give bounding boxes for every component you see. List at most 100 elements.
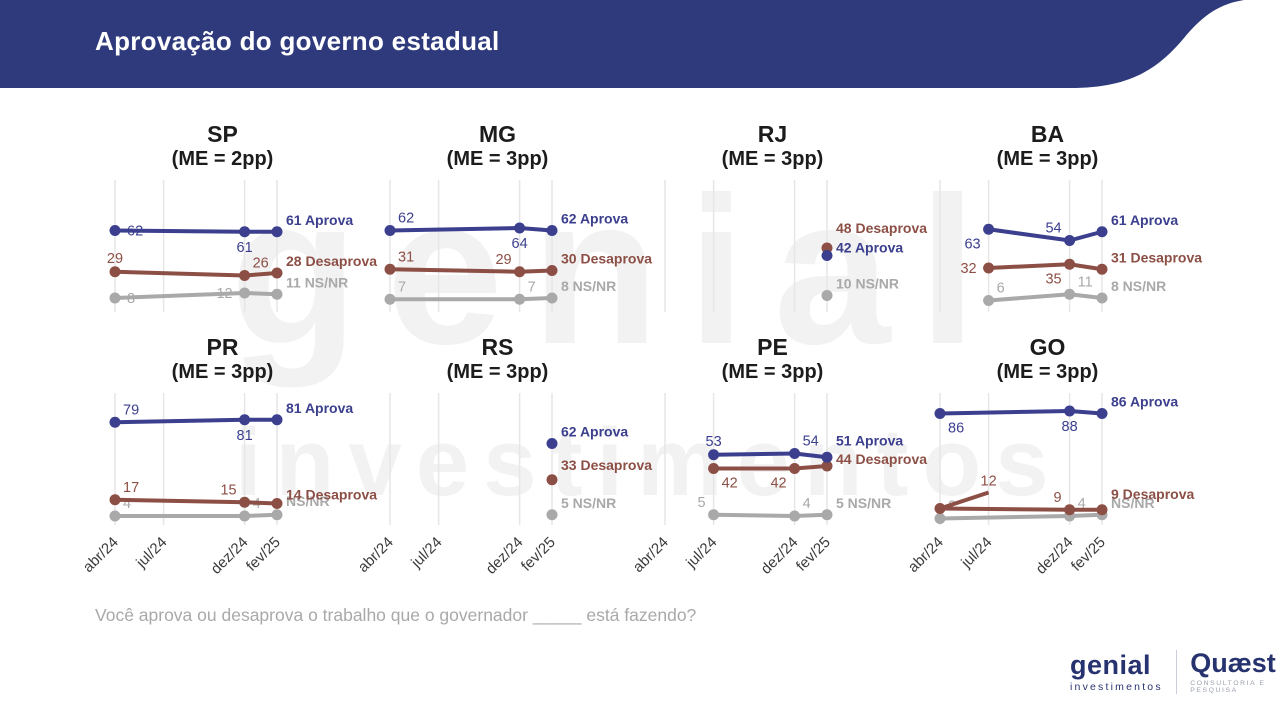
data-point-desaprova xyxy=(239,270,251,281)
data-point-aprova xyxy=(109,225,121,236)
series-line-desaprova xyxy=(986,262,1104,272)
data-point-aprova xyxy=(546,225,558,236)
quaest-logo-sub: CONSULTORIA E PESQUISA xyxy=(1190,680,1266,694)
axis-tick-label: abr/24 xyxy=(355,534,397,576)
data-point-aprova xyxy=(708,449,720,461)
data-point-desaprova xyxy=(934,503,946,514)
series-line-ns_nr xyxy=(113,290,279,300)
axis-tick-label: abr/24 xyxy=(630,534,672,576)
panel-title: GO (ME = 3pp) xyxy=(910,334,1185,391)
point-label: 26 xyxy=(253,256,269,272)
panel-MG: MG (ME = 3pp) 7 7 8 NS/NR 31 29 30 Desaprova 62 6… xyxy=(360,121,652,322)
data-point-aprova xyxy=(271,226,283,238)
series-end-label-aprova: 62 Aprova xyxy=(561,211,628,227)
panel-margin-of-error: (ME = 3pp) xyxy=(721,360,824,383)
point-label: 29 xyxy=(107,251,123,267)
panel-margin-of-error: (ME = 3pp) xyxy=(446,360,549,383)
axis-tick-label: jul/24 xyxy=(407,534,445,572)
data-point-ns_nr xyxy=(271,288,283,300)
panel-state-label: MG xyxy=(478,121,517,147)
point-label: 35 xyxy=(1045,271,1061,287)
panel-title: RS (ME = 3pp) xyxy=(360,334,635,391)
data-point-desaprova xyxy=(1064,258,1076,270)
footer-logos: genial investimentos Quæst CONSULTORIA E… xyxy=(1070,650,1280,694)
panel-state-label: GO xyxy=(1029,334,1066,360)
point-label: 31 xyxy=(398,249,414,265)
watermark-investimentos: investimentos xyxy=(235,409,1063,516)
series-line-aprova xyxy=(938,408,1104,416)
data-point-aprova xyxy=(1096,226,1108,238)
series-end-label-aprova: 42 Aprova xyxy=(836,240,903,256)
data-point-desaprova xyxy=(708,463,720,474)
series-end-label-ns_nr: 10 NS/NR xyxy=(836,276,899,292)
data-point-aprova xyxy=(821,250,833,261)
point-label: 42 xyxy=(722,476,738,492)
stray-segment xyxy=(939,490,990,511)
data-point-ns_nr xyxy=(109,292,121,304)
axis-tick-label: fev/25 xyxy=(793,534,834,575)
point-label: 9 xyxy=(1054,490,1062,506)
axis-tick-label: dez/24 xyxy=(758,534,802,578)
series-end-label-desaprova: 28 Desaprova xyxy=(286,253,377,269)
data-point-ns_nr xyxy=(239,287,251,299)
point-label: 29 xyxy=(495,252,511,268)
data-point-aprova xyxy=(109,416,121,428)
series-end-label-desaprova: 33 Desaprova xyxy=(561,457,652,473)
series-line-desaprova xyxy=(938,506,1104,512)
panel-state-label: RS xyxy=(481,334,514,360)
point-label: 88 xyxy=(1062,419,1078,435)
data-point-desaprova xyxy=(109,494,121,506)
panel-margin-of-error: (ME = 3pp) xyxy=(996,147,1099,170)
data-point-desaprova xyxy=(546,265,558,276)
data-point-desaprova xyxy=(514,266,526,278)
series-line-ns_nr xyxy=(938,512,1104,521)
panel-chart-RJ: 10 NS/NR 48 Desaprova 42 Aprova xyxy=(664,180,927,312)
data-point-ns_nr xyxy=(271,509,283,521)
header-band-shape xyxy=(0,0,1244,88)
data-point-aprova xyxy=(239,226,251,238)
genial-logo-sub: investimentos xyxy=(1070,680,1163,693)
data-point-ns_nr xyxy=(239,510,251,522)
point-label: 61 xyxy=(237,240,253,256)
series-line-desaprova xyxy=(113,269,279,278)
data-point-desaprova xyxy=(821,460,833,472)
panel-margin-of-error: (ME = 3pp) xyxy=(171,360,274,383)
data-point-desaprova xyxy=(546,474,558,486)
panel-state-label: PE xyxy=(757,334,788,360)
point-label: 79 xyxy=(123,402,139,418)
series-end-label-ns_nr: 11 NS/NR xyxy=(286,274,348,290)
axis-tick-label: fev/25 xyxy=(518,534,559,575)
panel-state-label: PR xyxy=(206,334,239,360)
axis-tick-label: abr/24 xyxy=(80,534,122,576)
data-point-ns_nr xyxy=(1064,288,1076,300)
point-label: 8 xyxy=(127,291,135,307)
axis-tick-label: dez/24 xyxy=(208,534,252,578)
panel-margin-of-error: (ME = 3pp) xyxy=(996,360,1099,383)
point-label: 7 xyxy=(398,279,406,295)
data-point-ns_nr xyxy=(109,510,121,522)
panel-title: MG (ME = 3pp) xyxy=(360,121,635,178)
series-end-label-ns_nr: NS/NR xyxy=(286,493,330,509)
series-end-label-ns_nr: 8 NS/NR xyxy=(1111,278,1166,294)
data-point-desaprova xyxy=(109,266,121,278)
data-point-desaprova xyxy=(1096,504,1108,516)
panel-title: PR (ME = 3pp) xyxy=(85,334,360,391)
panel-state-label: RJ xyxy=(757,121,788,147)
series-end-label-desaprova: 48 Desaprova xyxy=(836,220,927,236)
series-end-label-ns_nr: 5 NS/NR xyxy=(561,495,616,511)
quaest-logo: Quæst CONSULTORIA E PESQUISA xyxy=(1190,650,1280,695)
series-end-label-desaprova: 14 Desaprova xyxy=(286,487,377,503)
axis-tick-label: jul/24 xyxy=(132,534,170,572)
data-point-aprova xyxy=(546,438,558,449)
header-band xyxy=(0,0,1244,88)
panel-title: RJ (ME = 3pp) xyxy=(635,121,910,178)
data-point-desaprova xyxy=(1096,263,1108,275)
data-point-aprova xyxy=(384,225,396,236)
data-point-ns_nr xyxy=(1096,292,1108,304)
data-point-ns_nr xyxy=(821,509,833,521)
panel-RJ: RJ (ME = 3pp) 10 NS/NR 48 Desaprova 42 Aprov… xyxy=(635,121,927,322)
